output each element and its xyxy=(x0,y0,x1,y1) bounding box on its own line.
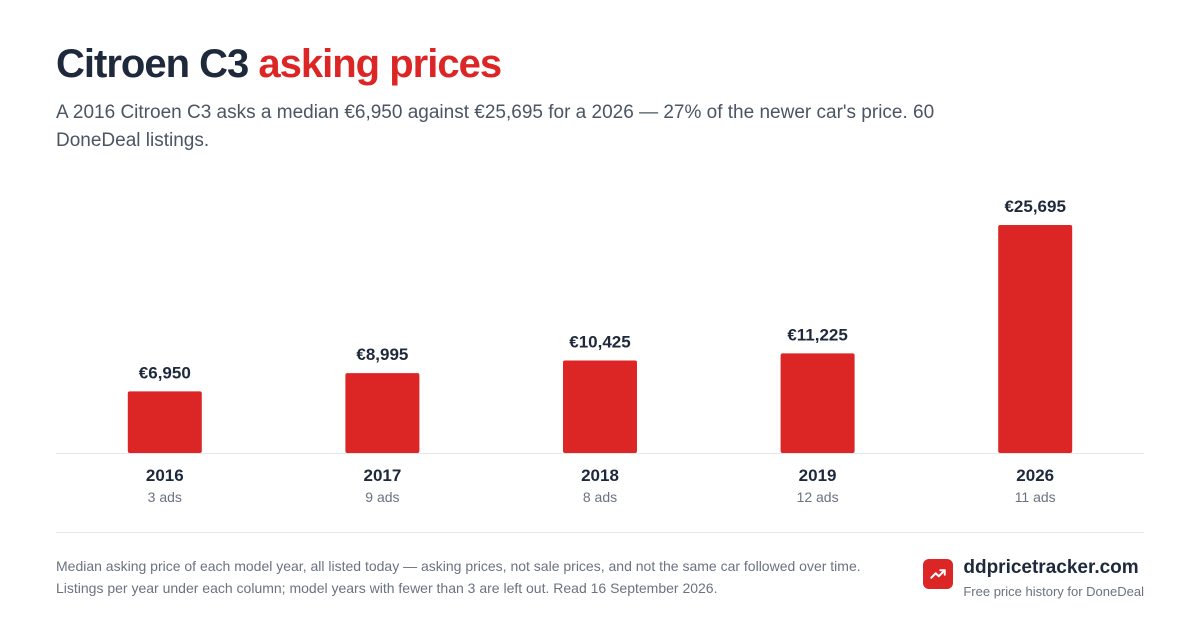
brand-name: ddpricetracker.com xyxy=(963,557,1139,578)
category-label-2016: 2016 xyxy=(146,466,184,485)
category-label-2018: 2018 xyxy=(581,466,619,485)
ads-count-2017: 9 ads xyxy=(365,489,399,505)
category-label-2017: 2017 xyxy=(363,466,401,485)
bar-2017 xyxy=(345,373,420,453)
brand-tagline: Free price history for DoneDeal xyxy=(963,584,1144,599)
footer-divider xyxy=(56,532,1144,533)
bar-2016 xyxy=(127,391,202,453)
bar-chart: €6,950 2016 3 ads €8,995 2017 9 ads €10,425 201… xyxy=(56,197,1144,505)
ads-count-2019: 12 ads xyxy=(797,489,839,505)
value-label-2017: €8,995 xyxy=(356,345,408,364)
value-label-2026: €25,695 xyxy=(1004,197,1065,216)
title-accent: asking prices xyxy=(258,42,502,86)
brand: ddpricetracker.com Free price history fo… xyxy=(923,556,1144,602)
value-label-2018: €10,425 xyxy=(569,332,630,351)
trending-up-icon xyxy=(923,559,954,589)
page-title: Citroen C3 asking prices xyxy=(56,40,502,88)
ads-count-2018: 8 ads xyxy=(583,489,617,505)
footnote: Median asking price of each model year, … xyxy=(56,558,861,596)
ads-count-2026: 11 ads xyxy=(1015,489,1056,505)
title-main: Citroen C3 xyxy=(56,42,249,86)
bar-2019 xyxy=(780,353,855,453)
bar-2026 xyxy=(998,225,1073,453)
value-label-2019: €11,225 xyxy=(787,325,848,344)
page-subtitle: A 2016 Citroen C3 asks a median €6,950 a… xyxy=(56,102,935,151)
category-label-2026: 2026 xyxy=(1016,466,1054,485)
category-label-2019: 2019 xyxy=(799,466,837,485)
bar-2018 xyxy=(563,360,637,453)
value-label-2016: €6,950 xyxy=(139,363,191,382)
ads-count-2016: 3 ads xyxy=(148,489,182,505)
